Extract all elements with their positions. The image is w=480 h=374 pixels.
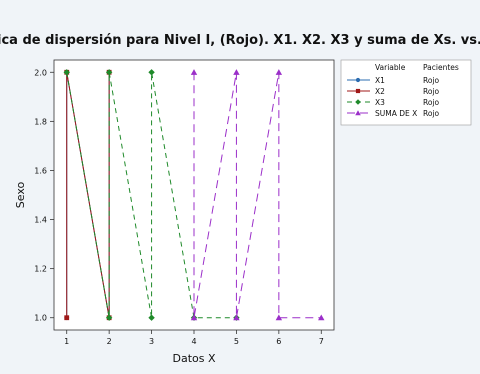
axis-ticks: 1 2 3 4 5 6 7 1.0 1.2 1.4 1.6 1.8 2.0 — [34, 68, 324, 346]
data-point — [233, 314, 240, 321]
y-tick-label: 1.2 — [34, 265, 47, 274]
data-point — [233, 69, 240, 75]
legend-marker — [355, 110, 361, 116]
data-point — [275, 314, 283, 321]
data-point — [190, 314, 198, 321]
y-tick-label: 1.6 — [34, 166, 47, 175]
legend-entry: X1 Rojo — [347, 76, 440, 85]
x-tick-label: 6 — [276, 337, 281, 346]
series-layer — [63, 69, 325, 321]
legend-series-group: Rojo — [423, 109, 440, 118]
legend-entry: SUMA DE X Rojo — [347, 109, 440, 118]
x-axis-label: Datos X — [172, 352, 215, 365]
data-point — [105, 69, 113, 76]
data-point — [105, 314, 113, 321]
legend-series-name: SUMA DE X — [375, 109, 417, 118]
legend-header-variable: Variable — [375, 63, 406, 72]
legend-entries: X1 Rojo X2 Rojo X3 Rojo SUMA DE X Rojo — [347, 76, 440, 118]
data-point — [318, 314, 325, 321]
y-tick-label: 1.0 — [34, 314, 47, 323]
legend-box — [340, 59, 472, 126]
series-suma-de-x — [190, 69, 325, 321]
x-tick-label: 4 — [191, 337, 196, 346]
legend-series-group: Rojo — [423, 98, 440, 107]
data-point — [64, 315, 70, 321]
x-tick-label: 1 — [64, 337, 69, 346]
legend-series-name: X3 — [375, 98, 385, 107]
legend-series-name: X1 — [375, 76, 385, 85]
data-point — [63, 69, 70, 76]
data-point — [275, 69, 283, 75]
legend-marker — [355, 77, 361, 83]
legend-header-pacientes: Pacientes — [423, 63, 459, 72]
y-axis-label: Sexo — [14, 182, 27, 209]
y-tick-label: 1.8 — [34, 117, 47, 126]
y-tick-label: 2.0 — [34, 68, 47, 77]
data-point — [190, 69, 198, 75]
chart-title: ica de dispersión para Nivel I, (Rojo). … — [0, 33, 480, 48]
legend-entry: X2 Rojo — [347, 87, 440, 96]
x-tick-label: 2 — [107, 337, 112, 346]
y-tick-label: 1.4 — [34, 216, 47, 225]
legend-marker — [355, 99, 361, 105]
legend-series-group: Rojo — [423, 87, 440, 96]
data-point — [148, 69, 155, 76]
legend-entry: X3 Rojo — [347, 98, 440, 107]
legend-series-group: Rojo — [423, 76, 440, 85]
legend-marker — [355, 88, 361, 94]
data-point — [148, 314, 155, 321]
x-tick-label: 5 — [234, 337, 239, 346]
legend-series-name: X2 — [375, 87, 385, 96]
x-tick-label: 3 — [149, 337, 154, 346]
x-tick-label: 7 — [319, 337, 324, 346]
